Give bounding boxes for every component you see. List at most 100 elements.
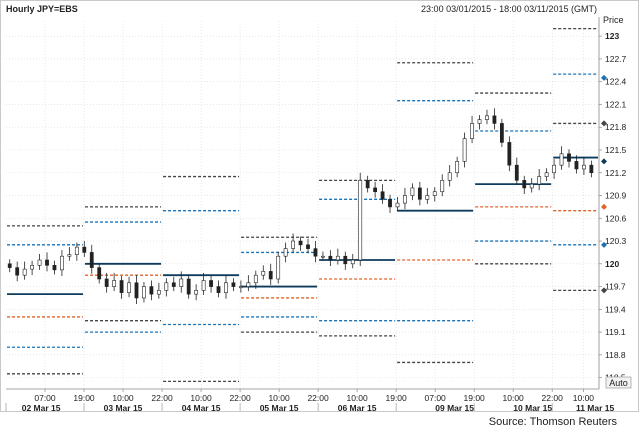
right-axis-markers	[601, 74, 607, 294]
y-tick-label: 123	[605, 31, 619, 41]
candle-body	[388, 199, 392, 208]
candle-body	[283, 248, 288, 257]
y-axis: 123 122.7 122.4 122.1 121.8 121.5 121.2 120.9 12…	[598, 17, 627, 389]
candle-body	[313, 248, 318, 257]
candle-body	[335, 255, 340, 261]
x-tick-label: 10:00	[503, 393, 525, 403]
x-date-label: 11 Mar 15	[576, 403, 615, 411]
candle-body	[507, 142, 512, 166]
x-tick-label: 10:00	[346, 393, 368, 403]
candle-body	[268, 271, 273, 280]
y-axis-label: Price	[603, 15, 624, 25]
candle-body	[306, 244, 310, 249]
candle-body	[127, 282, 131, 293]
candle-body	[134, 282, 139, 299]
candle-body	[30, 265, 34, 270]
x-tick-label: 10:00	[268, 393, 290, 403]
candle-body	[537, 176, 542, 185]
y-tick-label: 120	[605, 259, 619, 269]
candle-body	[343, 255, 348, 265]
candle-body	[104, 278, 109, 287]
candle-body	[216, 286, 221, 293]
x-date-label: 10 Mar 15	[513, 403, 552, 411]
y-tick-label: 120.9	[605, 191, 627, 201]
candle-body	[276, 255, 281, 280]
candle-body	[82, 246, 87, 253]
candle-body	[328, 255, 333, 261]
x-tick-label: 10:00	[112, 393, 134, 403]
candle-body	[261, 271, 266, 276]
candle-body	[74, 246, 79, 255]
y-tick-label: 119.7	[605, 282, 626, 292]
candle-body	[403, 195, 407, 204]
candle-body	[156, 290, 161, 295]
date-range-label: 23:00 03/01/2015 - 18:00 03/11/2015 (GMT…	[421, 4, 597, 14]
price-marker	[601, 120, 607, 127]
candle-body	[574, 161, 579, 170]
price-marker	[601, 74, 607, 81]
x-tick-label: 22:00	[229, 393, 251, 403]
candle-body	[7, 263, 12, 268]
x-tick-label: 22:00	[542, 393, 564, 403]
price-chart[interactable]: Hourly JPY=EBS 23:00 03/01/2015 - 18:00 …	[1, 1, 638, 411]
candle-body	[37, 259, 42, 266]
price-marker	[601, 158, 607, 165]
candle-body	[179, 278, 184, 287]
candle-body	[358, 180, 363, 261]
y-tick-label: 119.4	[605, 304, 626, 314]
candle-body	[514, 164, 519, 181]
y-tick-label: 121.5	[605, 145, 627, 155]
candle-body	[97, 267, 102, 280]
candle-body	[477, 119, 482, 124]
grid-lines	[6, 21, 599, 389]
candle-body	[432, 191, 437, 196]
candle-body	[567, 153, 571, 162]
x-date-label: 04 Mar 15	[182, 403, 221, 411]
y-tick-label: 119.1	[605, 327, 626, 337]
y-tick-label: 122.1	[605, 99, 627, 109]
candle-body	[201, 280, 206, 291]
x-tick-label: 22:00	[151, 393, 173, 403]
candle-body	[522, 180, 527, 189]
x-date-label: 05 Mar 15	[260, 403, 299, 411]
candle-body	[171, 282, 176, 287]
candle-body	[425, 195, 430, 200]
candle-body	[582, 164, 586, 170]
candle-body	[142, 286, 146, 299]
y-tick-label: 120.3	[605, 236, 627, 246]
candle-body	[485, 115, 489, 120]
y-tick-label: 121.8	[605, 122, 627, 132]
candle-body	[60, 255, 64, 271]
candle-body	[350, 259, 355, 265]
candle-body	[410, 187, 415, 196]
candle-body	[544, 172, 549, 177]
source-note: Source: Thomson Reuters	[488, 416, 617, 428]
level-lines	[7, 27, 598, 383]
candle-body	[417, 187, 422, 200]
candle-body	[67, 254, 72, 257]
candles	[7, 108, 594, 305]
auto-button[interactable]: Auto	[605, 376, 632, 389]
candle-body	[470, 123, 474, 139]
candle-body	[440, 180, 445, 193]
x-date-label: 06 Mar 15	[338, 403, 377, 411]
y-tick-label: 120.6	[605, 213, 627, 223]
y-tick-label: 122.4	[605, 77, 627, 87]
candle-body	[119, 280, 124, 293]
candle-body	[589, 164, 594, 174]
chart-title: Hourly JPY=EBS	[6, 4, 78, 14]
x-tick-label: 19:00	[464, 393, 486, 403]
candle-body	[492, 115, 497, 124]
chart-frame: Hourly JPY=EBS 23:00 03/01/2015 - 18:00 …	[0, 0, 639, 412]
x-tick-label: 07:00	[425, 393, 447, 403]
price-marker	[601, 287, 607, 294]
price-marker	[601, 241, 607, 248]
candle-body	[559, 153, 564, 166]
candle-body	[395, 202, 400, 208]
price-marker	[601, 203, 607, 210]
x-tick-label: 19:00	[385, 393, 407, 403]
auto-button-label: Auto	[609, 378, 628, 388]
candle-body	[15, 267, 20, 276]
candle-body	[462, 138, 467, 162]
candle-body	[45, 259, 49, 266]
